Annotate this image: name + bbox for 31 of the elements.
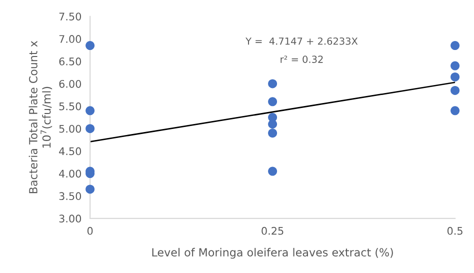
annotation: Y = 4.7147 + 2.6233X	[246, 37, 358, 45]
y-tick-label: 3.50	[59, 192, 82, 200]
point	[450, 86, 460, 95]
point	[268, 128, 278, 138]
y-tick-label: 7.00	[59, 35, 82, 43]
point	[450, 61, 460, 70]
x-tick-label: 0.5	[447, 226, 462, 235]
x-tick-label: 0	[87, 226, 93, 235]
point	[268, 166, 278, 176]
y-tick-label: 6.50	[59, 58, 82, 66]
point	[268, 120, 278, 129]
point	[86, 124, 95, 134]
x-tick-label: 0.25	[262, 226, 284, 235]
y-tick-label: 4.00	[59, 170, 82, 178]
y-tick-label: 3.00	[59, 214, 82, 223]
point	[86, 41, 95, 50]
point	[86, 184, 95, 194]
y-axis-title: Bacteria Total Plate Count x 10$^{7}$(cfu/ml)	[28, 40, 52, 194]
y-tick-label: 6.00	[59, 80, 82, 88]
y-tick-label: 7.50	[59, 12, 82, 20]
point	[268, 79, 278, 88]
point	[450, 72, 460, 82]
y-tick-label: 4.50	[59, 147, 82, 156]
annotation: r² = 0.32	[280, 56, 323, 63]
point	[86, 106, 95, 116]
point	[450, 106, 460, 116]
y-tick-label: 5.00	[59, 124, 82, 133]
y-tick-label: 5.50	[59, 102, 82, 110]
point	[268, 97, 278, 106]
point	[450, 41, 460, 50]
x-axis-title: Level of Moringa oleifera leaves extract (%)	[152, 248, 393, 259]
